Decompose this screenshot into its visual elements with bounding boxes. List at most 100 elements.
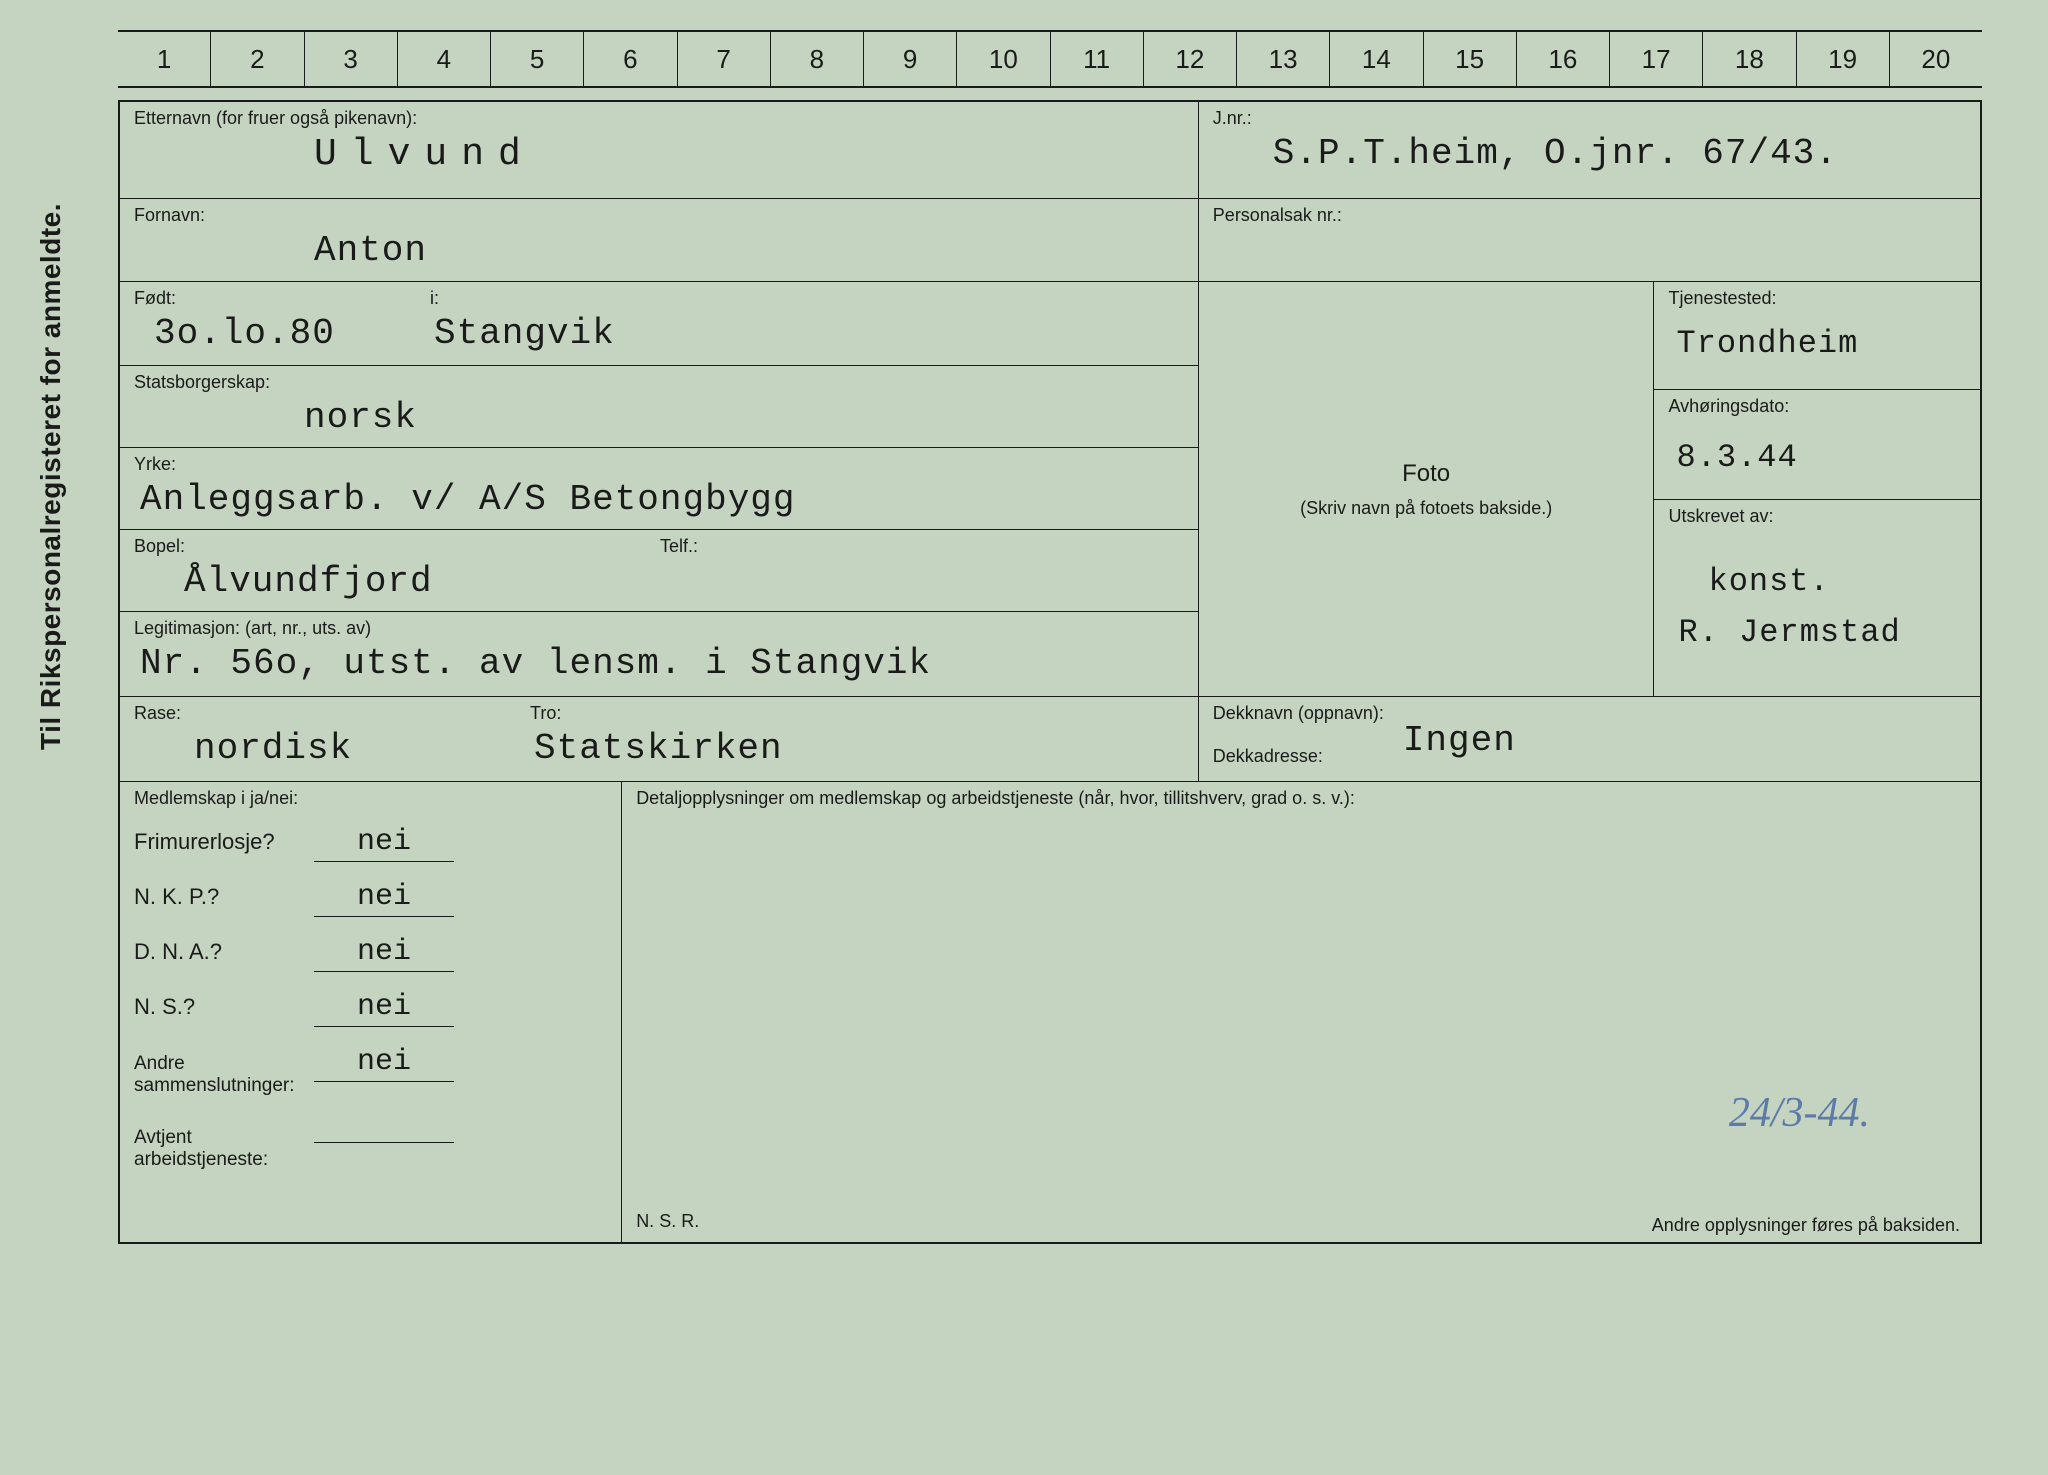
ruler-cell: 13 <box>1237 32 1330 86</box>
label-andre: Andre sammenslutninger: <box>134 1053 314 1097</box>
cell-tjenestested: Tjenestested: Trondheim <box>1654 282 1980 390</box>
label-dekkadresse: Dekkadresse: <box>1213 746 1323 767</box>
label-etternavn: Etternavn (for fruer også pikenavn): <box>134 108 1184 129</box>
ruler-cell: 10 <box>957 32 1050 86</box>
membership-andre: Andre sammenslutninger: nei <box>134 1045 607 1097</box>
value-yrke: Anleggsarb. v/ A/S Betongbygg <box>134 481 1184 519</box>
right-stack: Tjenestested: Trondheim Avhøringsdato: 8… <box>1654 282 1980 696</box>
value-utskrevet2: R. Jermstad <box>1668 614 1966 651</box>
label-rase: Rase: <box>134 703 1184 724</box>
membership-ns: N. S.? nei <box>134 990 607 1027</box>
ruler-cell: 12 <box>1144 32 1237 86</box>
handwritten-date: 24/3-44. <box>1729 1089 1870 1137</box>
value-dekknavn: Ingen <box>1213 722 1966 760</box>
value-utskrevet1: konst. <box>1668 563 1966 600</box>
cell-medlemskap: Medlemskap i ja/nei: Frimurerlosje? nei … <box>120 782 622 1242</box>
value-bopel: Ålvundfjord <box>134 563 1184 601</box>
cell-statsborgerskap: Statsborgerskap: norsk <box>120 366 1198 448</box>
cell-detaljopp: Detaljopplysninger om medlemskap og arbe… <box>622 782 1980 1242</box>
ruler-cell: 16 <box>1517 32 1610 86</box>
row-membership: Medlemskap i ja/nei: Frimurerlosje? nei … <box>120 782 1980 1242</box>
ruler-cell: 17 <box>1610 32 1703 86</box>
value-avhoringsdato: 8.3.44 <box>1668 439 1966 476</box>
ruler-cell: 4 <box>398 32 491 86</box>
cell-legitimasjon: Legitimasjon: (art, nr., uts. av) Nr. 56… <box>120 612 1198 696</box>
foto-title: Foto <box>1402 460 1450 488</box>
label-medlemskap: Medlemskap i ja/nei: <box>134 788 607 809</box>
footer-note: Andre opplysninger føres på baksiden. <box>1652 1215 1960 1236</box>
label-yrke: Yrke: <box>134 454 1184 475</box>
label-avtjent: Avtjent arbeidstjeneste: <box>134 1127 314 1171</box>
value-etternavn: Ulvund <box>134 135 1184 175</box>
value-statsborgerskap: norsk <box>134 399 1184 437</box>
row-main-block: Født: i: 3o.lo.80 Stangvik Statsborgersk… <box>120 282 1980 697</box>
cell-etternavn: Etternavn (for fruer også pikenavn): Ulv… <box>120 102 1199 198</box>
cell-utskrevet: Utskrevet av: konst. R. Jermstad <box>1654 500 1980 696</box>
cell-foto: Foto (Skriv navn på fotoets bakside.) <box>1199 282 1655 696</box>
ruler-cell: 2 <box>211 32 304 86</box>
row-fornavn-personalsak: Fornavn: Anton Personalsak nr.: <box>120 199 1980 282</box>
label-detaljopp: Detaljopplysninger om medlemskap og arbe… <box>636 788 1966 809</box>
value-i: Stangvik <box>434 315 615 353</box>
label-fodt: Født: <box>134 288 1184 309</box>
cell-fornavn: Fornavn: Anton <box>120 199 1199 281</box>
ruler-cell: 5 <box>491 32 584 86</box>
ruler-cell: 9 <box>864 32 957 86</box>
label-frimurer: Frimurerlosje? <box>134 829 314 855</box>
label-jnr: J.nr.: <box>1213 108 1966 129</box>
value-avtjent <box>314 1140 454 1143</box>
label-ns: N. S.? <box>134 994 314 1020</box>
label-nsr: N. S. R. <box>636 1211 699 1232</box>
label-dna: D. N. A.? <box>134 939 314 965</box>
ruler-cell: 3 <box>305 32 398 86</box>
label-fornavn: Fornavn: <box>134 205 1184 226</box>
ruler-cell: 19 <box>1797 32 1890 86</box>
left-stack: Født: i: 3o.lo.80 Stangvik Statsborgersk… <box>120 282 1199 696</box>
membership-nkp: N. K. P.? nei <box>134 880 607 917</box>
row-rase-tro-dekk: Rase: Tro: nordisk Statskirken Dekknavn … <box>120 697 1980 782</box>
label-personalsak: Personalsak nr.: <box>1213 205 1966 226</box>
value-tjenestested: Trondheim <box>1668 325 1966 362</box>
ruler-cell: 1 <box>118 32 211 86</box>
label-bopel: Bopel: <box>134 536 1184 557</box>
cell-bopel: Bopel: Telf.: Ålvundfjord <box>120 530 1198 612</box>
ruler-cell: 14 <box>1330 32 1423 86</box>
value-nkp: nei <box>314 880 454 917</box>
side-label: Til Rikspersonalregisteret for anmeldte. <box>35 203 67 750</box>
ruler-cell: 18 <box>1703 32 1796 86</box>
cell-jnr: J.nr.: S.P.T.heim, O.jnr. 67/43. <box>1199 102 1980 198</box>
cell-avhoringsdato: Avhøringsdato: 8.3.44 <box>1654 390 1980 500</box>
label-telf: Telf.: <box>660 536 698 557</box>
membership-frimurer: Frimurerlosje? nei <box>134 825 607 862</box>
cell-personalsak: Personalsak nr.: <box>1199 199 1980 281</box>
membership-avtjent: Avtjent arbeidstjeneste: <box>134 1127 607 1171</box>
cell-fodt: Født: i: 3o.lo.80 Stangvik <box>120 282 1198 366</box>
membership-dna: D. N. A.? nei <box>134 935 607 972</box>
ruler-cell: 6 <box>584 32 677 86</box>
value-legitimasjon: Nr. 56o, utst. av lensm. i Stangvik <box>134 645 1184 683</box>
value-fornavn: Anton <box>134 232 1184 270</box>
label-i: i: <box>430 288 439 309</box>
foto-sub: (Skriv navn på fotoets bakside.) <box>1300 498 1552 519</box>
value-fodt: 3o.lo.80 <box>134 315 434 353</box>
value-rase: nordisk <box>134 730 534 768</box>
registration-card: 1 2 3 4 5 6 7 8 9 10 11 12 13 14 15 16 1… <box>110 30 1990 1430</box>
ruler-cell: 7 <box>678 32 771 86</box>
value-andre: nei <box>314 1045 454 1082</box>
form-body: Etternavn (for fruer også pikenavn): Ulv… <box>118 100 1982 1244</box>
ruler-cell: 15 <box>1424 32 1517 86</box>
label-utskrevet: Utskrevet av: <box>1668 506 1966 527</box>
row-surname-jnr: Etternavn (for fruer også pikenavn): Ulv… <box>120 102 1980 199</box>
cell-yrke: Yrke: Anleggsarb. v/ A/S Betongbygg <box>120 448 1198 530</box>
value-tro: Statskirken <box>534 730 783 768</box>
ruler-cell: 8 <box>771 32 864 86</box>
value-jnr: S.P.T.heim, O.jnr. 67/43. <box>1213 135 1966 173</box>
value-dna: nei <box>314 935 454 972</box>
label-nkp: N. K. P.? <box>134 884 314 910</box>
label-tro: Tro: <box>530 703 561 724</box>
label-legitimasjon: Legitimasjon: (art, nr., uts. av) <box>134 618 1184 639</box>
value-frimurer: nei <box>314 825 454 862</box>
label-tjenestested: Tjenestested: <box>1668 288 1966 309</box>
value-ns: nei <box>314 990 454 1027</box>
foto-box: Foto (Skriv navn på fotoets bakside.) <box>1199 282 1654 696</box>
